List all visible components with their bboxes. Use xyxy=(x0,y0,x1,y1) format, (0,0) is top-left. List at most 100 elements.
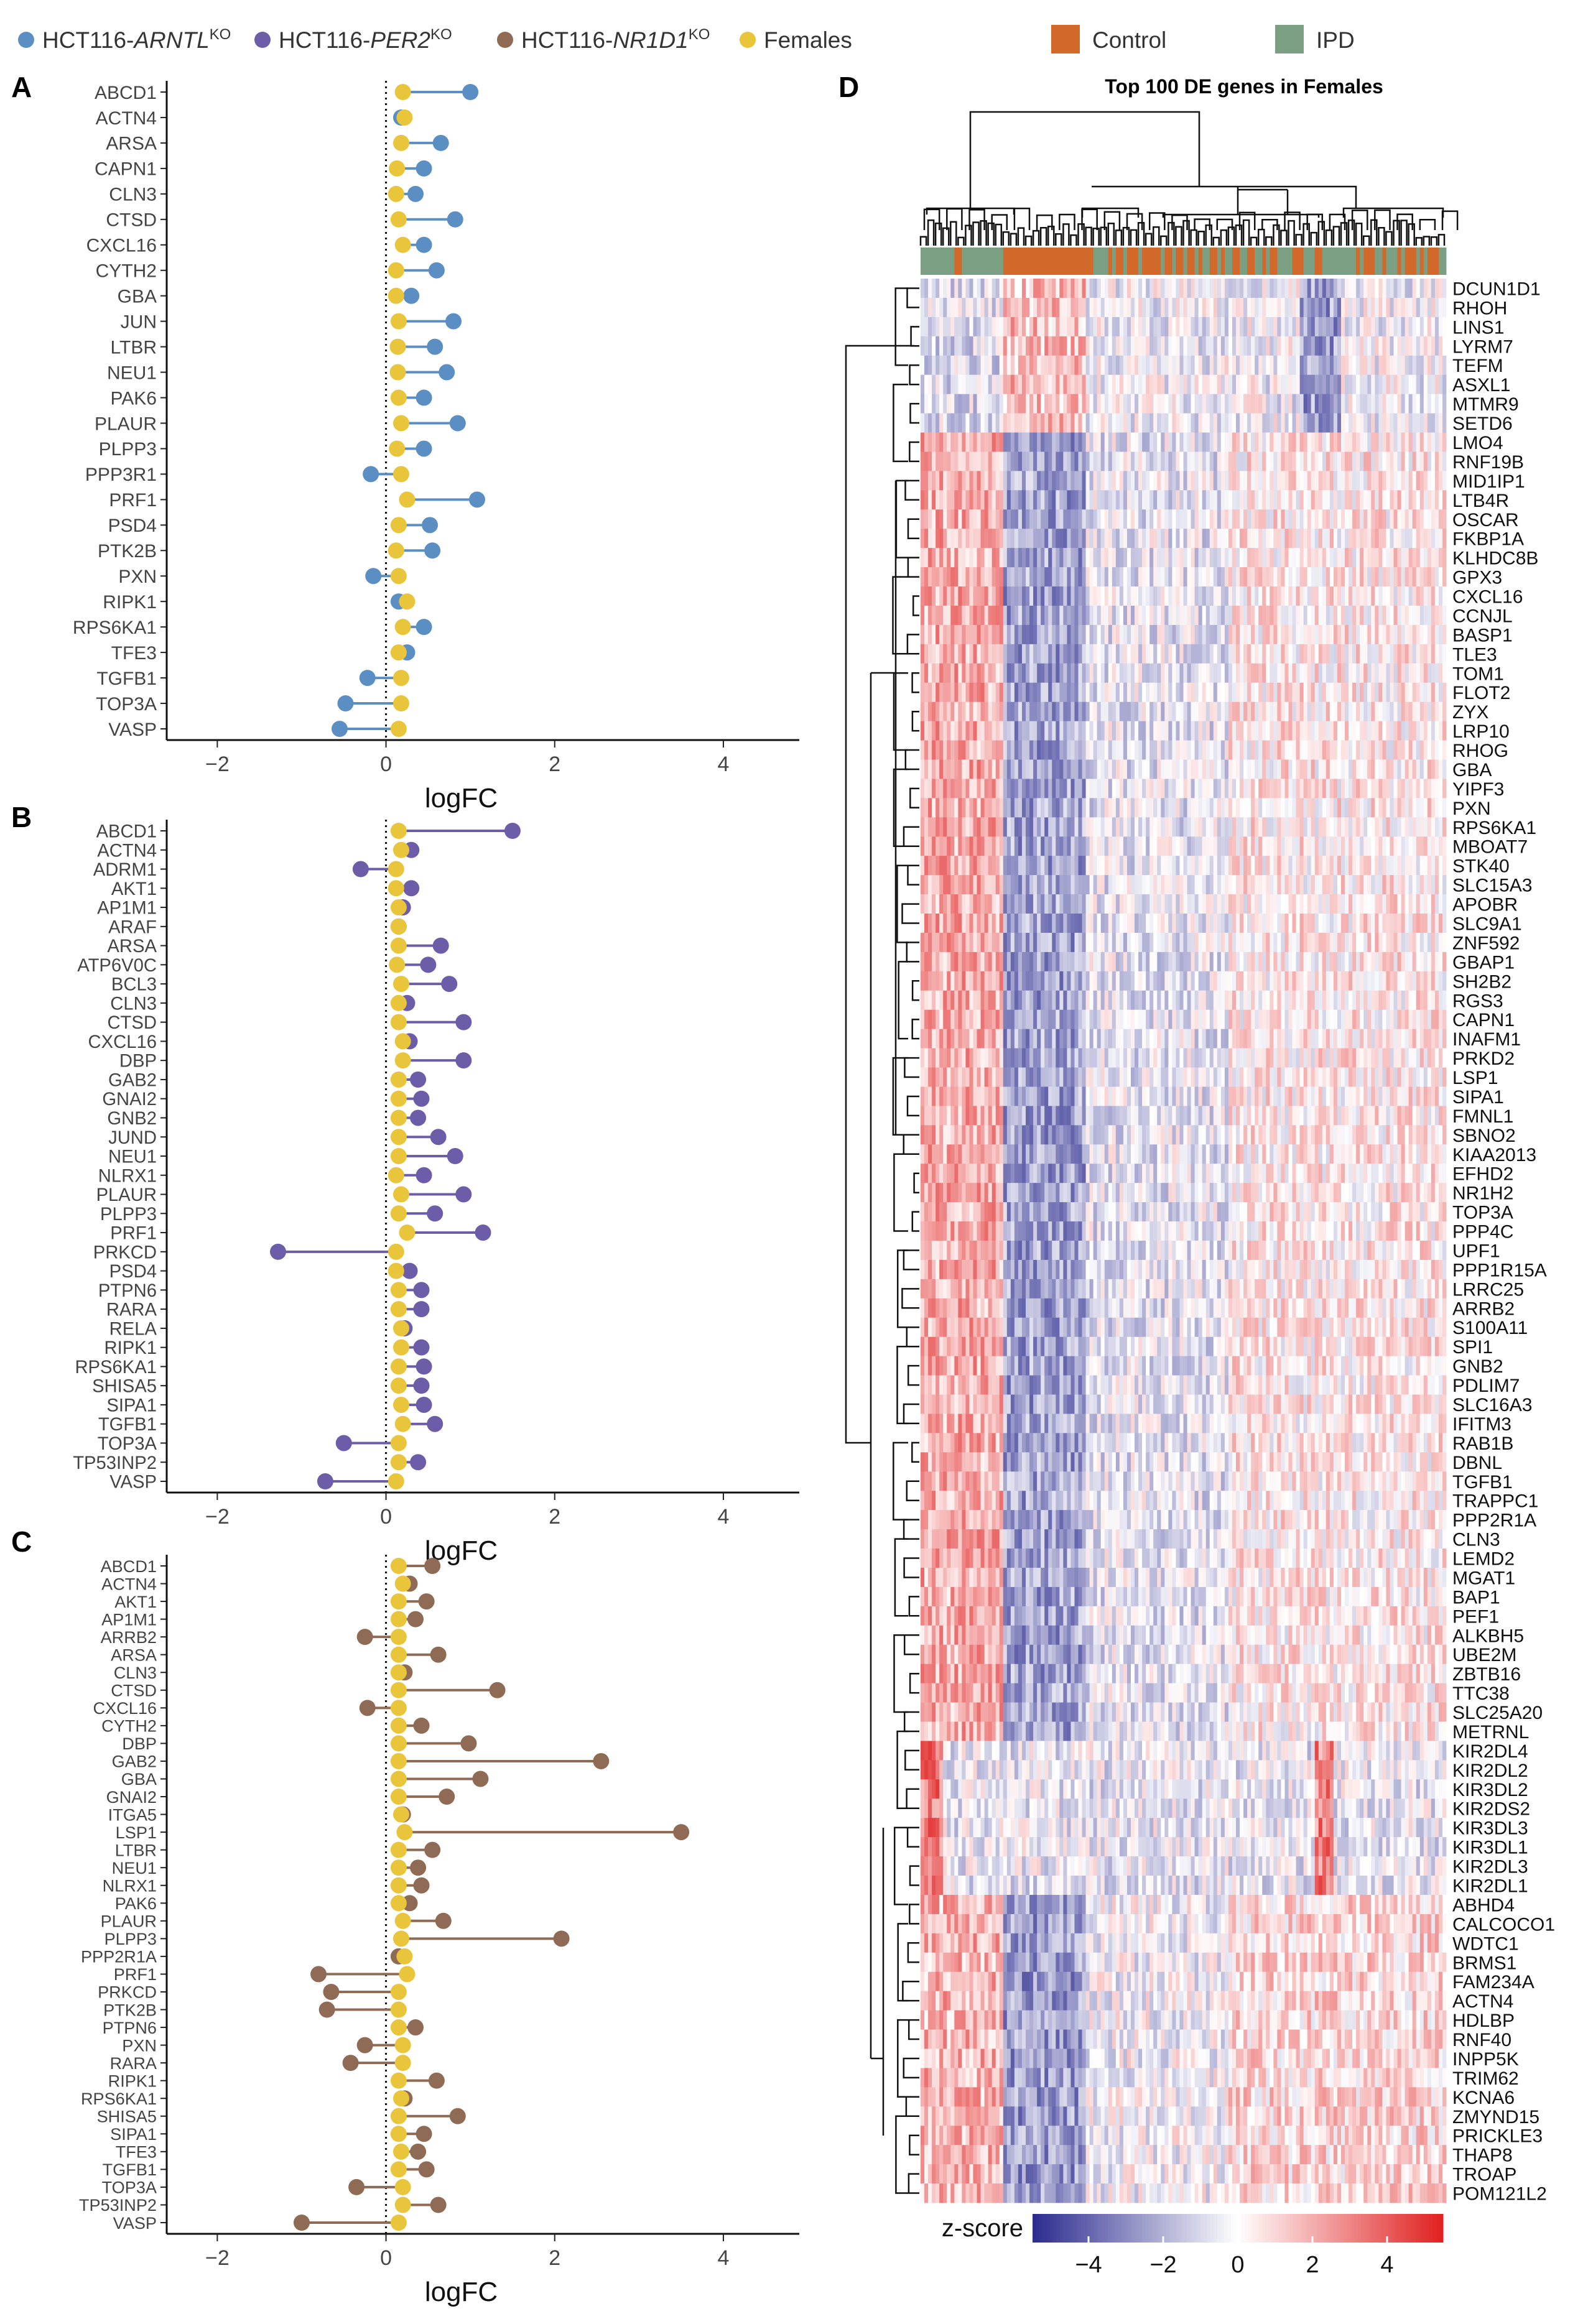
dendrogram-branch xyxy=(892,1057,908,1136)
heatmap-cell xyxy=(1292,336,1296,356)
group-annotation-cell xyxy=(1386,248,1390,275)
dendrogram-branch xyxy=(1010,233,1018,246)
heatmap-cell xyxy=(1292,529,1296,549)
heatmap-cell xyxy=(1326,663,1330,683)
heatmap-cell xyxy=(1115,644,1120,664)
heatmap-cell xyxy=(1100,394,1105,414)
heatmap-cell xyxy=(980,721,985,741)
heatmap-cell xyxy=(1063,624,1067,645)
heatmap-cell xyxy=(1405,297,1409,318)
heatmap-cell xyxy=(1438,624,1443,645)
heatmap-cell xyxy=(1375,490,1379,510)
heatmap-cell xyxy=(1179,644,1184,664)
category-label: AP1M1 xyxy=(97,899,157,919)
heatmap-cell xyxy=(1333,529,1338,549)
heatmap-cell xyxy=(1070,413,1075,433)
heatmap-cell xyxy=(954,529,959,549)
heatmap-cell xyxy=(1157,279,1161,299)
heatmap-cell xyxy=(1018,529,1023,549)
females-point xyxy=(396,109,413,126)
group-annotation-cell xyxy=(1026,248,1030,275)
heatmap-cell xyxy=(1056,317,1060,337)
heatmap-cell xyxy=(928,740,932,760)
heatmap-cell xyxy=(1251,798,1255,818)
heatmap-cell xyxy=(1314,451,1319,471)
heatmap-cell xyxy=(1386,374,1390,395)
heatmap-cell xyxy=(995,586,1000,606)
heatmap-cell xyxy=(1018,682,1023,703)
heatmap-cell xyxy=(1258,471,1263,491)
heatmap-cell xyxy=(921,355,925,376)
heatmap-cell xyxy=(1408,721,1413,741)
heatmap-cell xyxy=(1322,682,1327,703)
heatmap-cell xyxy=(947,644,951,664)
heatmap-cell xyxy=(1194,394,1199,414)
heatmap-cell xyxy=(1067,394,1071,414)
heatmap-cell xyxy=(1119,759,1124,779)
heatmap-cell xyxy=(1416,663,1421,683)
dendrogram-branch xyxy=(903,1557,919,1578)
heatmap-cell xyxy=(1224,701,1229,722)
heatmap-cell xyxy=(1074,336,1079,356)
heatmap-cell xyxy=(1434,605,1439,626)
heatmap-cell xyxy=(1044,355,1049,376)
dendrogram-branch xyxy=(906,1480,919,1501)
group-annotation-cell xyxy=(1303,248,1308,275)
heatmap-cell xyxy=(921,624,925,645)
heatmap-cell xyxy=(1423,432,1428,452)
heatmap-cell xyxy=(995,471,1000,491)
dendrogram-branch xyxy=(1182,220,1190,246)
heatmap-cell xyxy=(1220,682,1225,703)
heatmap-cell xyxy=(1401,759,1406,779)
heatmap-cell xyxy=(1412,605,1417,626)
heatmap-cell xyxy=(1037,317,1041,337)
heatmap-cell xyxy=(1176,605,1180,626)
heatmap-cell xyxy=(1405,817,1409,837)
heatmap-cell xyxy=(1367,759,1372,779)
heatmap-cell xyxy=(1405,663,1409,683)
heatmap-cell xyxy=(1209,394,1214,414)
heatmap-cell xyxy=(1138,682,1143,703)
heatmap-cell xyxy=(939,624,944,645)
heatmap-cell xyxy=(995,644,1000,664)
heatmap-cell xyxy=(1183,740,1187,760)
heatmap-cell xyxy=(1172,529,1176,549)
heatmap-cell xyxy=(1026,471,1030,491)
heatmap-cell xyxy=(980,548,985,568)
heatmap-cell xyxy=(1416,451,1421,471)
heatmap-cell xyxy=(1029,490,1034,510)
heatmap-cell xyxy=(1288,721,1293,741)
heatmap-cell xyxy=(1052,432,1056,452)
heatmap-cell xyxy=(1164,374,1169,395)
heatmap-cell xyxy=(1149,432,1154,452)
heatmap-cell xyxy=(1123,644,1128,664)
heatmap-cell xyxy=(999,336,1004,356)
heatmap-cell xyxy=(1419,759,1424,779)
heatmap-cell xyxy=(1003,509,1008,529)
heatmap-cell xyxy=(1006,817,1011,837)
heatmap-cell xyxy=(1018,355,1023,376)
heatmap-cell xyxy=(1059,624,1064,645)
heatmap-cell xyxy=(973,509,977,529)
heatmap-cell xyxy=(1176,798,1180,818)
heatmap-cell xyxy=(1371,624,1375,645)
heatmap-cell xyxy=(947,529,951,549)
heatmap-cell xyxy=(1228,394,1233,414)
heatmap-cell xyxy=(1329,798,1334,818)
heatmap-cell xyxy=(969,317,973,337)
group-annotation-cell xyxy=(1240,248,1244,275)
group-annotation-cell xyxy=(1205,248,1210,275)
ko-point xyxy=(403,287,420,304)
group-annotation-cell xyxy=(1097,248,1102,275)
heatmap-cell xyxy=(1333,779,1338,799)
heatmap-cell xyxy=(939,279,944,299)
heatmap-cell xyxy=(1352,374,1357,395)
heatmap-cell xyxy=(954,567,959,587)
heatmap-cell xyxy=(1149,394,1154,414)
heatmap-cell xyxy=(924,471,929,491)
heatmap-cell xyxy=(936,663,940,683)
heatmap-cell xyxy=(1142,529,1146,549)
heatmap-cell xyxy=(1048,317,1052,337)
dendrogram-branch xyxy=(1302,223,1310,246)
heatmap-cell xyxy=(977,798,981,818)
